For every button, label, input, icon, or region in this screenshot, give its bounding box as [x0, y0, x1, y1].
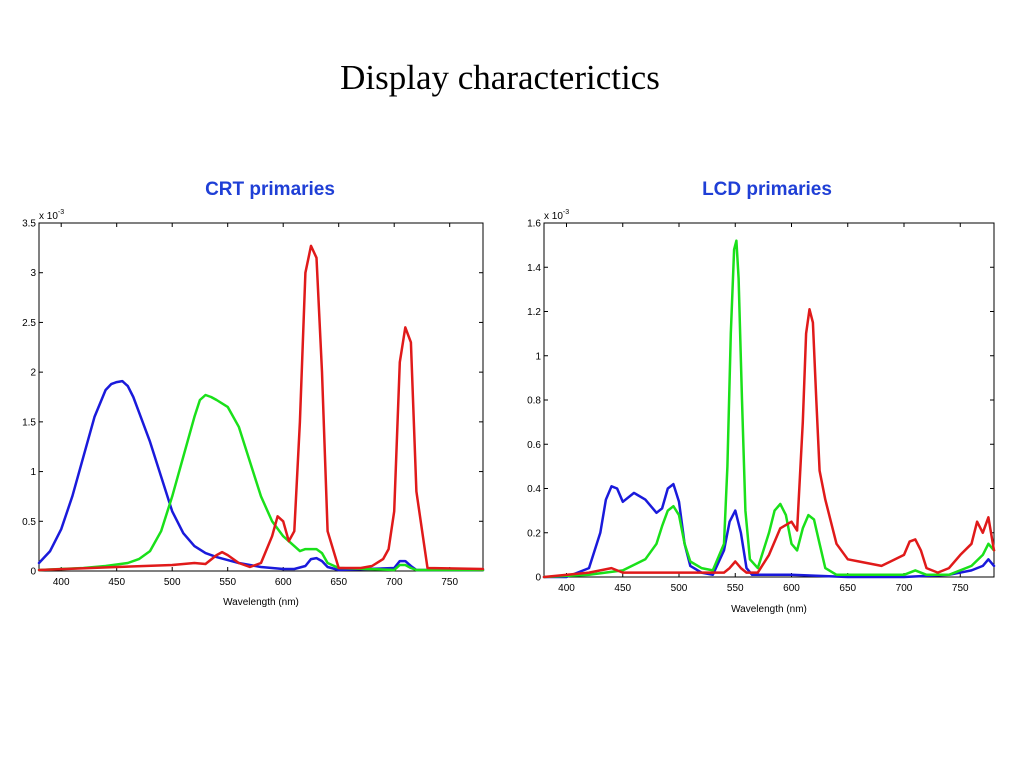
chart-title: CRT primaries — [205, 179, 335, 200]
x-tick-label: 400 — [558, 583, 575, 594]
y-ticks: 0 0.5 1 1.5 2 2.5 3 3.5 — [22, 219, 483, 578]
x-tick-label: 600 — [783, 583, 800, 594]
plot-area — [543, 222, 995, 578]
series-line-2 — [37, 244, 485, 572]
x-tick-label: 600 — [275, 577, 292, 588]
series-line-1 — [542, 239, 996, 579]
y-tick-label: 1.6 — [527, 219, 541, 230]
y-tick-label: 0.5 — [22, 517, 36, 528]
y-tick-label: 1.5 — [22, 417, 36, 428]
x-tick-label: 400 — [53, 577, 70, 588]
x-tick-label: 700 — [386, 577, 403, 588]
x-tick-label: 650 — [839, 583, 856, 594]
x-tick-label: 650 — [330, 577, 347, 588]
svg-text:x 10-3: x 10-3 — [544, 209, 569, 222]
y-tick-label: 0.6 — [527, 440, 541, 451]
exponent-label: x 10-3 — [544, 209, 569, 222]
x-axis-label: Wavelength (nm) — [223, 597, 299, 608]
series-line-0 — [542, 482, 996, 579]
x-tick-label: 450 — [108, 577, 125, 588]
y-tick-label: 3.5 — [22, 219, 36, 230]
slide-title: Display characterictics — [340, 58, 660, 97]
y-tick-label: 2.5 — [22, 318, 36, 329]
exponent-base: x 10 — [39, 211, 58, 222]
y-tick-label: 1 — [30, 467, 36, 478]
y-tick-label: 0 — [535, 573, 541, 584]
y-tick-label: 0 — [30, 567, 36, 578]
exponent-label: x 10-3 — [39, 209, 64, 222]
svg-text:x 10-3: x 10-3 — [39, 209, 64, 222]
exponent-power: -3 — [563, 209, 569, 216]
y-tick-label: 2 — [30, 368, 36, 379]
x-tick-label: 750 — [952, 583, 969, 594]
exponent-base: x 10 — [544, 211, 563, 222]
series-line-0 — [37, 379, 485, 572]
series-line-2 — [542, 308, 996, 579]
x-tick-label: 500 — [671, 583, 688, 594]
y-tick-label: 1 — [535, 351, 541, 362]
x-ticks: 400 450 500 550 600 650 700 750 — [53, 223, 458, 588]
y-tick-label: 0.2 — [527, 528, 541, 539]
chart-title: LCD primaries — [702, 179, 832, 200]
crt-primaries-chart: CRT primaries x 10-3 0 0.5 1 1.5 2 2.5 3 3.5 40… — [17, 175, 489, 615]
series-lines — [542, 239, 996, 579]
exponent-power: -3 — [58, 209, 64, 216]
y-tick-label: 0.8 — [527, 396, 541, 407]
y-ticks: 0 0.2 0.4 0.6 0.8 1 1.2 1.4 1.6 — [527, 219, 994, 584]
y-tick-label: 1.4 — [527, 263, 541, 274]
x-tick-label: 550 — [727, 583, 744, 594]
x-axis-label: Wavelength (nm) — [731, 604, 807, 615]
y-tick-label: 1.2 — [527, 307, 541, 318]
lcd-primaries-chart: LCD primaries x 10-3 0 0.2 0.4 0.6 0.8 1 1.2 1.… — [520, 175, 998, 620]
y-tick-label: 3 — [30, 268, 36, 279]
x-tick-label: 450 — [614, 583, 631, 594]
x-tick-label: 550 — [219, 577, 236, 588]
plot-area — [38, 222, 484, 572]
y-tick-label: 0.4 — [527, 484, 541, 495]
x-tick-label: 700 — [896, 583, 913, 594]
x-tick-label: 750 — [441, 577, 458, 588]
x-ticks: 400 450 500 550 600 650 700 750 — [558, 223, 969, 594]
series-lines — [37, 244, 485, 572]
x-tick-label: 500 — [164, 577, 181, 588]
